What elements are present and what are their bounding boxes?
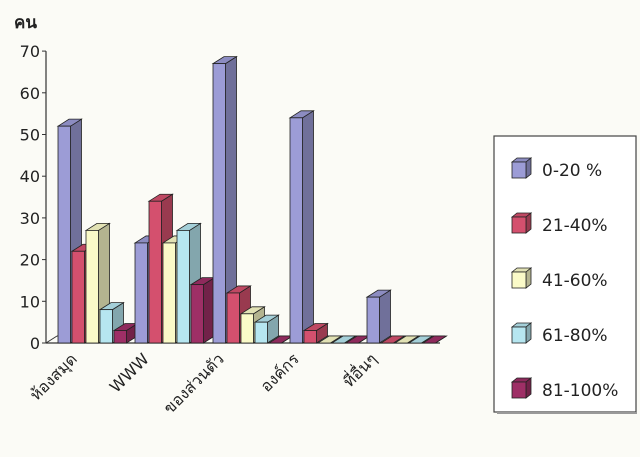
- legend-swatch: [510, 267, 533, 289]
- bar-front: [240, 313, 254, 344]
- x-tick-label: ของส่วนตัว: [160, 349, 228, 417]
- bar: [330, 335, 357, 344]
- y-axis-label: คน: [14, 13, 37, 33]
- bar-side: [302, 110, 314, 344]
- bar: [365, 289, 392, 344]
- legend-label: 41-60%: [542, 271, 608, 291]
- bar-top: [407, 335, 434, 344]
- bar: [316, 335, 343, 344]
- legend-swatch: [510, 212, 533, 234]
- legend-swatch: [510, 377, 533, 399]
- bar-front: [113, 330, 127, 344]
- legend-swatch: [510, 157, 533, 179]
- y-tick-label: 60: [20, 84, 40, 103]
- bar-front: [162, 242, 176, 344]
- bar-top: [393, 335, 420, 344]
- x-tick-label: WWW: [106, 349, 153, 396]
- bar-front: [99, 309, 113, 344]
- bar-front: [148, 200, 162, 344]
- bar: [379, 335, 406, 344]
- bar: [211, 55, 238, 344]
- y-tick-label: 40: [20, 167, 40, 186]
- legend-label: 81-100%: [542, 381, 618, 401]
- bar: [421, 335, 448, 344]
- y-tick-label: 10: [20, 292, 40, 311]
- bar-front: [71, 250, 85, 344]
- floor-depth-line: [45, 335, 58, 344]
- bar-top: [379, 335, 406, 344]
- bar: [407, 335, 434, 344]
- bar: [288, 110, 315, 344]
- y-tick-label: 20: [20, 251, 40, 270]
- y-tick-label: 30: [20, 209, 40, 228]
- bar-front: [190, 284, 204, 344]
- legend-label: 21-40%: [542, 216, 608, 236]
- legend-label: 61-80%: [542, 326, 608, 346]
- bar-front: [366, 296, 380, 344]
- bar-front: [212, 63, 226, 344]
- bar-front: [176, 230, 190, 344]
- x-tick-labels: ห้องสมุด WWW ของส่วนตัว องค์กร ที่อื่นๆ: [26, 348, 381, 418]
- bar-front: [134, 242, 148, 344]
- bar-front: [57, 125, 71, 344]
- bar-front: [85, 230, 99, 344]
- x-tick-label: ห้องสมุด: [26, 349, 82, 405]
- bar: [302, 322, 329, 344]
- legend-label: 0-20 %: [542, 161, 602, 181]
- legend: 0-20 % 21-40% 41-60% 61-80% 81-100%: [493, 135, 637, 414]
- y-tick-label: 70: [20, 42, 40, 61]
- bar: [189, 276, 216, 344]
- bar-top: [421, 335, 448, 344]
- bar-top: [330, 335, 357, 344]
- bar-front: [226, 292, 240, 344]
- bar-side: [379, 289, 391, 344]
- x-tick-label: ที่อื่นๆ: [338, 348, 381, 391]
- bars: [56, 55, 448, 344]
- legend-swatch: [510, 322, 533, 344]
- y-tick-label: 50: [20, 126, 40, 145]
- x-tick-label: องค์กร: [257, 349, 304, 396]
- bar: [393, 335, 420, 344]
- y-tick-label: 0: [30, 334, 40, 353]
- bar-front: [254, 321, 268, 344]
- bar-front: [289, 117, 303, 344]
- bar: [253, 314, 280, 344]
- bar-front: [303, 330, 317, 344]
- bar-top: [316, 335, 343, 344]
